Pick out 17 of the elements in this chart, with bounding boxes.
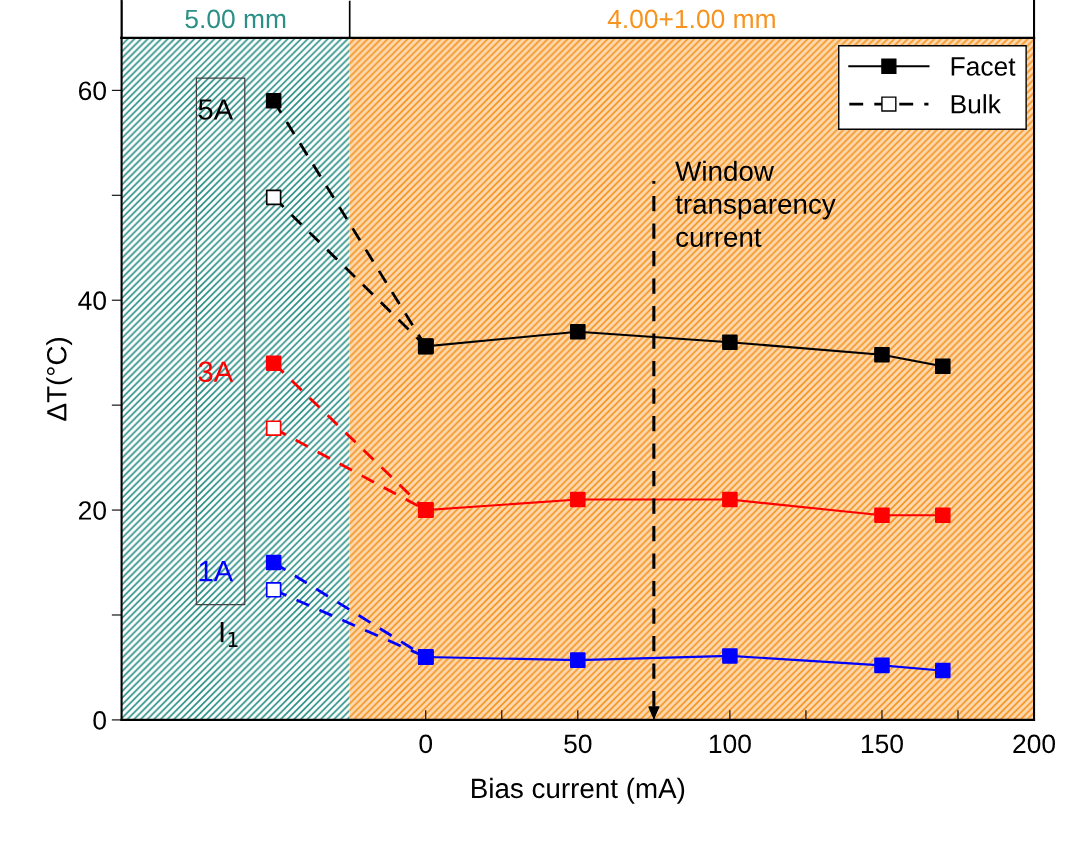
x-axis-title: Bias current (mA) [472,777,685,804]
x-tick-label: 150 [861,734,903,754]
y-tick-label: 0 [93,711,106,730]
legend-label: Bulk [951,94,1001,114]
ref-line-label: Window transparency current [675,160,836,247]
legend-label: Facet [951,57,1016,76]
x-tick-label: 200 [1013,734,1056,754]
y-tick-label: 20 [78,501,106,520]
y-axis-title: ΔT(°C) [46,338,73,421]
x-tick-label: 50 [564,734,592,754]
y-tick-label: 60 [79,81,106,101]
band-label: 4.00+1.00 mm [607,9,775,29]
x-tick-label: 0 [419,734,433,754]
band-label: 5.00 mm [185,9,286,29]
annotation: I$_{1}$ [220,622,238,647]
y-tick-label: 40 [78,291,106,311]
x-tick-label: 100 [709,734,751,754]
